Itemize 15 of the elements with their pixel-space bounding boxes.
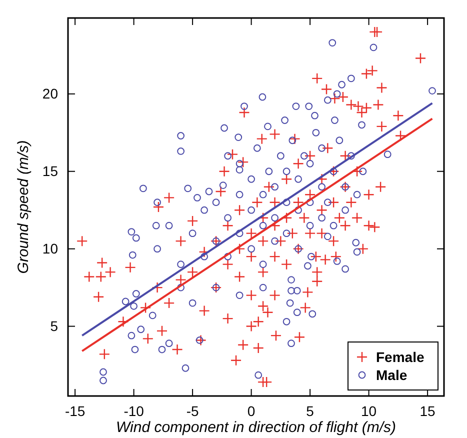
legend-label: Female [376, 349, 424, 365]
legend-label: Male [376, 367, 408, 383]
y-tick-label: 5 [50, 318, 58, 334]
x-tick-label: -5 [186, 402, 199, 419]
y-tick-label: 10 [42, 240, 58, 256]
x-tick-label: -15 [64, 402, 86, 419]
x-tick-label: 10 [361, 402, 377, 419]
y-axis-title: Ground speed (m/s) [15, 140, 32, 274]
x-axis-title: Wind component in direction of flight (m/s) [116, 419, 396, 436]
x-tick-label: 0 [247, 402, 256, 419]
x-tick-label: -10 [124, 402, 144, 419]
x-tick-label: 15 [420, 402, 436, 419]
y-tick-label: 15 [42, 162, 58, 179]
x-tick-label: 5 [306, 402, 314, 419]
y-tick-label: 20 [42, 85, 58, 102]
